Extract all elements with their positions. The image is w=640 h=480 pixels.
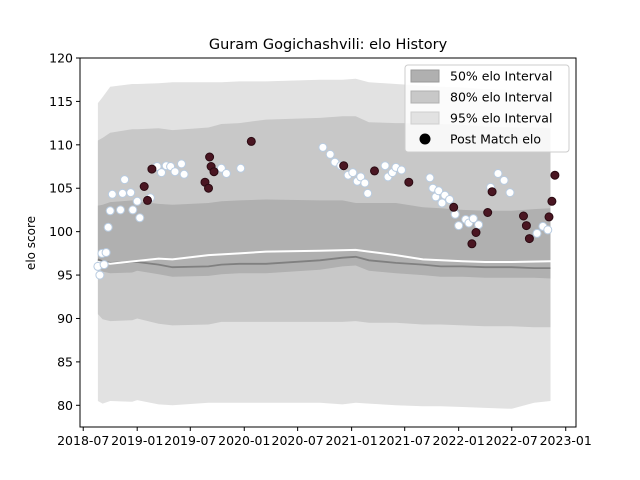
post-match-point-loss <box>487 187 497 197</box>
y-tick-label: 80 <box>57 398 73 413</box>
x-tick-label: 2022-07 <box>486 433 538 448</box>
post-match-point-win <box>325 149 335 159</box>
post-match-point-loss <box>209 167 219 177</box>
y-tick-label: 110 <box>49 137 73 152</box>
legend-box <box>404 64 570 153</box>
y-tick-label: 95 <box>57 268 73 283</box>
x-tick-label: 2021-07 <box>379 433 431 448</box>
x-tick-label: 2023-01 <box>540 433 592 448</box>
post-match-point-loss <box>246 136 256 146</box>
post-match-point-win <box>105 206 115 216</box>
post-match-point-loss <box>483 208 493 217</box>
post-match-point-win <box>356 172 366 182</box>
post-match-point-loss <box>147 164 157 174</box>
y-tick-label: 115 <box>49 94 73 109</box>
post-match-point-win <box>177 159 186 169</box>
post-match-point-loss <box>467 239 477 249</box>
x-tick-label: 2022-01 <box>433 433 485 448</box>
legend: 50% elo Interval 80% elo Interval 95% el… <box>404 64 570 153</box>
post-match-point-win <box>543 225 553 235</box>
post-match-point-loss <box>544 212 554 222</box>
x-tick-label: 2018-07 <box>57 433 109 448</box>
post-match-point-loss <box>524 234 534 244</box>
post-match-point-win <box>397 165 406 175</box>
post-match-point-win <box>118 188 127 198</box>
x-tick-label: 2019-07 <box>164 433 216 448</box>
x-tick-label: 2020-01 <box>218 433 270 448</box>
plot-area <box>93 78 560 409</box>
post-match-point-win <box>363 188 373 198</box>
chart-title: Guram Gogichashvili: elo History <box>209 37 448 53</box>
post-match-point-win <box>434 186 444 196</box>
post-match-point-loss <box>404 177 414 187</box>
plot-frame <box>79 57 577 428</box>
x-tick-label: 2020-07 <box>272 433 324 448</box>
post-match-point-win <box>454 221 464 231</box>
post-match-point-win <box>437 198 447 208</box>
post-match-point-loss <box>519 211 528 221</box>
post-match-point-loss <box>550 170 560 180</box>
post-match-point-loss <box>139 182 149 191</box>
post-match-point-win <box>236 163 246 173</box>
post-match-point-win <box>126 188 136 198</box>
post-match-point-win <box>380 161 390 171</box>
x-tick-label: 2021-01 <box>325 433 377 448</box>
y-tick-label: 105 <box>49 181 73 196</box>
post-match-point-win <box>107 189 117 199</box>
post-match-point-win <box>116 205 125 215</box>
post-match-point-loss <box>521 221 531 231</box>
legend-label-80: 80% elo Interval <box>450 90 552 105</box>
legend-swatch-50 <box>410 69 440 83</box>
legend-label-95: 95% elo Interval <box>450 111 552 126</box>
post-match-point-win <box>132 196 142 206</box>
post-match-point-win <box>360 178 370 188</box>
y-tick-label: 90 <box>57 311 73 326</box>
axis-ticks: 80 85 90 95 100 105 110 115 120 2018-07 2019-01 201… <box>49 51 592 449</box>
band-50-interval <box>97 199 551 279</box>
post-match-point-win <box>348 168 358 178</box>
post-match-point-win <box>101 248 111 257</box>
y-tick-label: 100 <box>49 224 73 239</box>
post-match-point-win <box>221 169 231 178</box>
post-match-point-win <box>135 213 145 223</box>
post-match-point-win <box>505 188 515 198</box>
post-match-point-win <box>103 222 113 232</box>
post-match-point-win <box>468 214 478 224</box>
post-match-point-win <box>120 175 130 185</box>
post-match-point-win <box>170 167 180 177</box>
post-match-point-win <box>99 260 109 270</box>
y-axis-label: elo score <box>24 216 38 270</box>
legend-label-50: 50% elo Interval <box>450 69 552 84</box>
legend-swatch-95 <box>410 111 440 125</box>
post-match-point-loss <box>547 196 557 206</box>
post-match-point-win <box>499 175 509 185</box>
post-match-point-win <box>493 169 503 178</box>
mean-elo-line <box>97 248 551 265</box>
x-tick-label: 2019-01 <box>111 433 163 448</box>
post-match-point-win <box>128 205 138 215</box>
post-match-point-win <box>318 142 328 152</box>
post-match-point-win <box>95 270 105 280</box>
post-match-point-loss <box>339 161 349 171</box>
post-match-point-win <box>157 168 166 178</box>
y-tick-label: 120 <box>49 51 73 66</box>
legend-marker-post-match <box>419 133 431 145</box>
post-match-point-loss <box>205 152 215 162</box>
post-match-point-win <box>445 195 455 204</box>
post-match-point-loss <box>204 183 213 193</box>
post-match-point-win <box>474 220 484 230</box>
post-match-point-win <box>532 228 542 238</box>
post-match-point-win <box>425 173 435 183</box>
post-match-point-loss <box>471 228 481 237</box>
legend-swatch-80 <box>410 90 440 104</box>
post-match-point-loss <box>143 195 152 205</box>
post-match-point-win <box>179 169 189 179</box>
legend-label-post-match: Post Match elo <box>450 132 541 147</box>
post-match-point-loss <box>449 202 459 212</box>
y-tick-label: 85 <box>57 354 73 369</box>
post-match-point-loss <box>370 166 379 176</box>
